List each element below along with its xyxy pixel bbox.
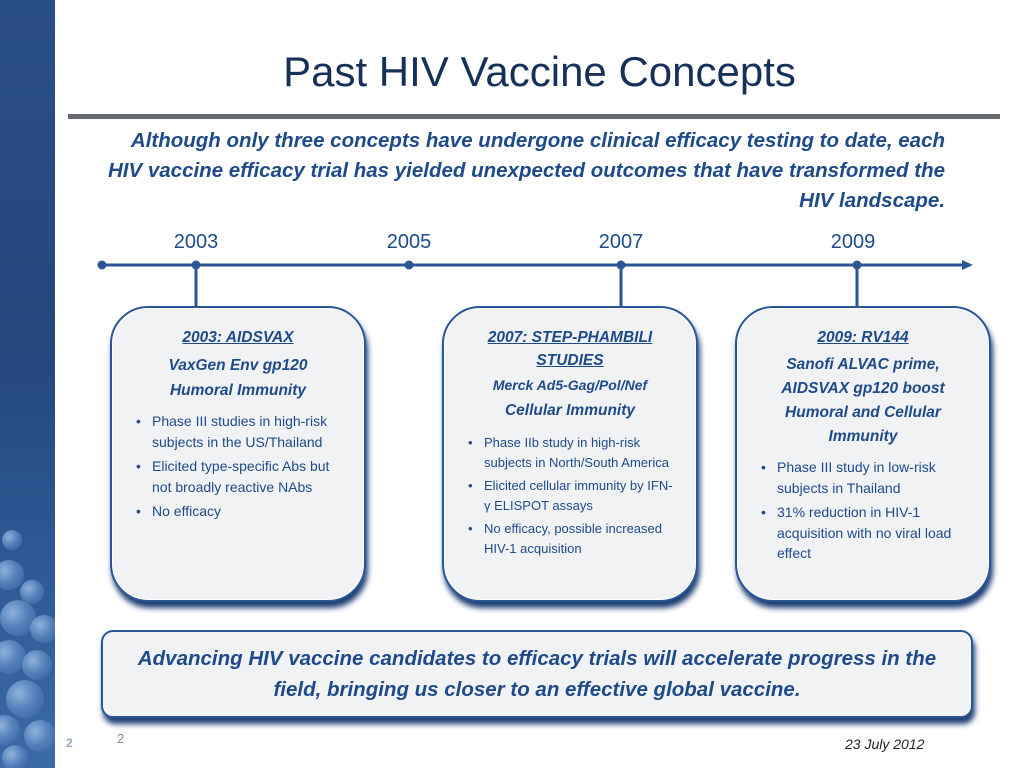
timeline	[97, 260, 973, 308]
card-vaccine-line: Merck Ad5-Gag/Pol/Nef	[492, 377, 648, 393]
cell-graphic	[24, 720, 55, 752]
intro-text: Although only three concepts have underg…	[108, 129, 945, 212]
timeline-arrowhead	[962, 260, 973, 270]
page-title: Past HIV Vaccine Concepts	[283, 48, 796, 96]
card-heading: 2003: AIDSVAX	[182, 329, 294, 346]
cell-graphic	[6, 680, 44, 718]
card-immunity-line: Cellular Immunity	[504, 402, 636, 419]
list-item: Elicited cellular immunity by IFN-γ ELIS…	[468, 476, 674, 515]
card-immunity-line: Humoral Immunity	[169, 382, 307, 399]
cell-graphic	[0, 560, 24, 590]
list-item: Phase III studies in high-risk subjects …	[136, 411, 342, 452]
timeline-year-2003: 2003	[173, 231, 219, 253]
card-immunity-line: Humoral and Cellular Immunity	[785, 404, 941, 445]
card-step-phambili: 2007: STEP-PHAMBILI STUDIES Merck Ad5-Ga…	[442, 306, 698, 602]
side-decoration-band	[0, 0, 55, 768]
card-bullet-list: Phase III study in low-risk subjects in …	[759, 457, 967, 564]
cell-graphic	[2, 530, 22, 550]
cell-graphic	[20, 580, 44, 604]
cell-graphic	[2, 745, 28, 768]
slide-number: 2	[117, 731, 125, 746]
list-item: Phase IIb study in high-risk subjects in…	[468, 433, 674, 472]
list-item: 31% reduction in HIV-1 acquisition with …	[761, 502, 967, 564]
list-item: No efficacy	[136, 501, 342, 522]
card-rv144: 2009: RV144 Sanofi ALVAC prime, AIDSVAX …	[735, 306, 991, 602]
timeline-year-2005: 2005	[386, 231, 432, 253]
timeline-year-2007: 2007	[598, 231, 644, 253]
list-item: No efficacy, possible increased HIV-1 ac…	[468, 519, 674, 558]
conclusion-box: Advancing HIV vaccine candidates to effi…	[101, 630, 973, 718]
card-heading: 2009: RV144	[817, 329, 909, 346]
timeline-dot-2005	[404, 260, 414, 270]
list-item: Phase III study in low-risk subjects in …	[761, 457, 967, 498]
card-vaccine-line: VaxGen Env gp120	[168, 357, 308, 374]
cell-graphic	[30, 615, 55, 643]
slide-number-marker: 2	[66, 736, 73, 750]
cell-graphic	[0, 715, 20, 745]
timeline-start-dot	[97, 260, 107, 270]
card-aidsvax: 2003: AIDSVAX VaxGen Env gp120 Humoral I…	[110, 306, 366, 602]
list-item: Elicited type-specific Abs but not broad…	[136, 456, 342, 497]
card-bullet-list: Phase III studies in high-risk subjects …	[134, 411, 342, 522]
card-heading: 2007: STEP-PHAMBILI STUDIES	[487, 329, 653, 369]
title-divider	[68, 114, 1000, 119]
cell-graphic	[22, 650, 52, 680]
card-vaccine-line: Sanofi ALVAC prime, AIDSVAX gp120 boost	[781, 356, 945, 397]
timeline-year-2009: 2009	[830, 231, 876, 253]
conclusion-text: Advancing HIV vaccine candidates to effi…	[137, 647, 937, 701]
cell-graphic	[0, 640, 26, 674]
slide-date: 23 July 2012	[845, 736, 925, 752]
card-bullet-list: Phase IIb study in high-risk subjects in…	[466, 433, 674, 558]
